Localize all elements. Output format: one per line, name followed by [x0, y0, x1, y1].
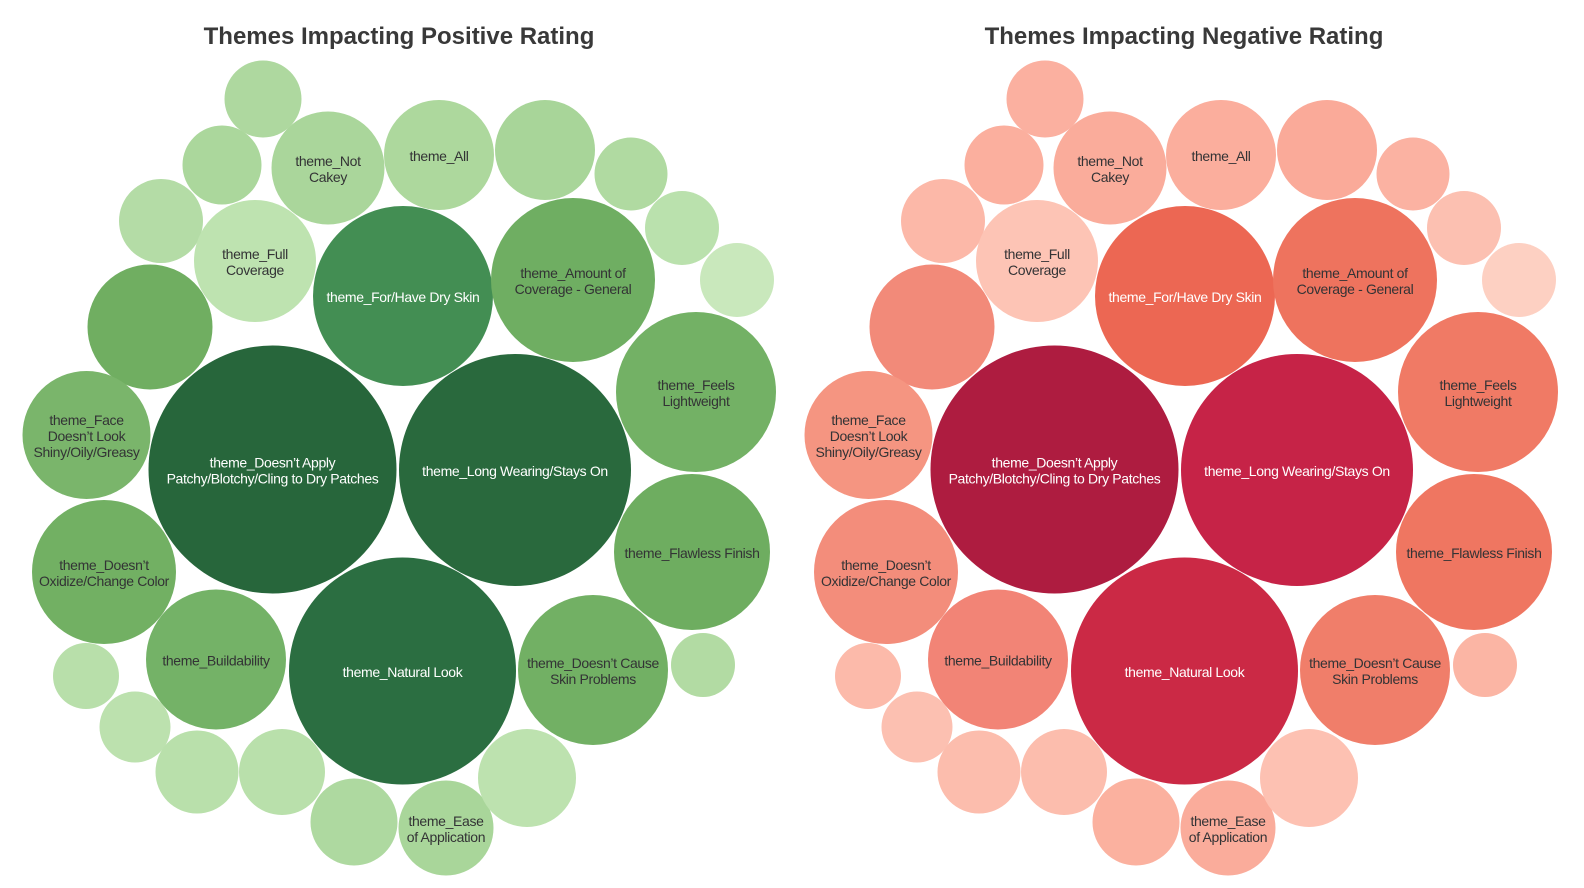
svg-text:theme_Not: theme_Not — [1077, 153, 1143, 169]
svg-text:theme_All: theme_All — [1191, 148, 1250, 164]
svg-text:Doesn’t Look: Doesn’t Look — [830, 428, 909, 444]
svg-text:Shiny/Oily/Greasy: Shiny/Oily/Greasy — [33, 444, 139, 460]
svg-text:theme_Face: theme_Face — [49, 412, 124, 428]
svg-text:theme_For/Have Dry Skin: theme_For/Have Dry Skin — [1108, 289, 1261, 305]
svg-text:theme_Not: theme_Not — [295, 153, 361, 169]
svg-text:Patchy/Blotchy/Cling to Dry Pa: Patchy/Blotchy/Cling to Dry Patches — [167, 471, 379, 487]
svg-text:Doesn’t Look: Doesn’t Look — [48, 428, 127, 444]
svg-text:Oxidize/Change Color: Oxidize/Change Color — [39, 573, 170, 589]
svg-text:theme_Feels: theme_Feels — [1439, 377, 1516, 393]
svg-text:theme_Long Wearing/Stays On: theme_Long Wearing/Stays On — [422, 463, 608, 479]
svg-text:of Application: of Application — [1189, 829, 1267, 845]
svg-text:theme_Face: theme_Face — [831, 412, 906, 428]
svg-text:theme_Doesn’t: theme_Doesn’t — [841, 557, 931, 573]
svg-text:theme_Full: theme_Full — [222, 246, 288, 262]
svg-text:theme_Natural Look: theme_Natural Look — [343, 664, 464, 680]
svg-text:theme_Doesn’t Cause: theme_Doesn’t Cause — [1309, 655, 1441, 671]
svg-text:Lightweight: Lightweight — [663, 393, 730, 409]
svg-text:theme_Long Wearing/Stays On: theme_Long Wearing/Stays On — [1204, 463, 1390, 479]
svg-text:of Application: of Application — [407, 829, 485, 845]
svg-text:theme_Ease: theme_Ease — [408, 813, 484, 829]
svg-text:theme_Feels: theme_Feels — [657, 377, 734, 393]
svg-text:theme_Doesn’t Apply: theme_Doesn’t Apply — [992, 454, 1118, 470]
svg-text:Coverage - General: Coverage - General — [1297, 281, 1414, 297]
svg-text:Patchy/Blotchy/Cling to Dry Pa: Patchy/Blotchy/Cling to Dry Patches — [949, 471, 1161, 487]
svg-text:Skin Problems: Skin Problems — [550, 671, 636, 687]
svg-text:theme_Doesn’t: theme_Doesn’t — [59, 557, 149, 573]
svg-text:theme_Buildability: theme_Buildability — [162, 653, 270, 669]
svg-text:theme_Amount of: theme_Amount of — [520, 265, 626, 281]
svg-text:Cakey: Cakey — [309, 169, 347, 185]
svg-text:Shiny/Oily/Greasy: Shiny/Oily/Greasy — [815, 444, 921, 460]
svg-text:Lightweight: Lightweight — [1445, 393, 1512, 409]
svg-text:Coverage: Coverage — [1008, 262, 1066, 278]
svg-text:theme_Doesn’t Cause: theme_Doesn’t Cause — [527, 655, 659, 671]
svg-text:Coverage - General: Coverage - General — [515, 281, 632, 297]
svg-text:Skin Problems: Skin Problems — [1332, 671, 1418, 687]
svg-text:Cakey: Cakey — [1091, 169, 1129, 185]
svg-text:theme_Full: theme_Full — [1004, 246, 1070, 262]
svg-text:theme_Flawless Finish: theme_Flawless Finish — [1406, 545, 1541, 561]
svg-text:theme_Flawless Finish: theme_Flawless Finish — [624, 545, 759, 561]
svg-text:theme_All: theme_All — [409, 148, 468, 164]
svg-text:Oxidize/Change Color: Oxidize/Change Color — [821, 573, 952, 589]
svg-text:theme_Natural Look: theme_Natural Look — [1125, 664, 1246, 680]
svg-text:theme_Doesn’t Apply: theme_Doesn’t Apply — [210, 454, 336, 470]
svg-text:theme_Ease: theme_Ease — [1190, 813, 1266, 829]
svg-text:Coverage: Coverage — [226, 262, 284, 278]
svg-text:theme_Buildability: theme_Buildability — [944, 653, 1052, 669]
svg-text:theme_Amount of: theme_Amount of — [1302, 265, 1408, 281]
svg-text:theme_For/Have Dry Skin: theme_For/Have Dry Skin — [326, 289, 479, 305]
